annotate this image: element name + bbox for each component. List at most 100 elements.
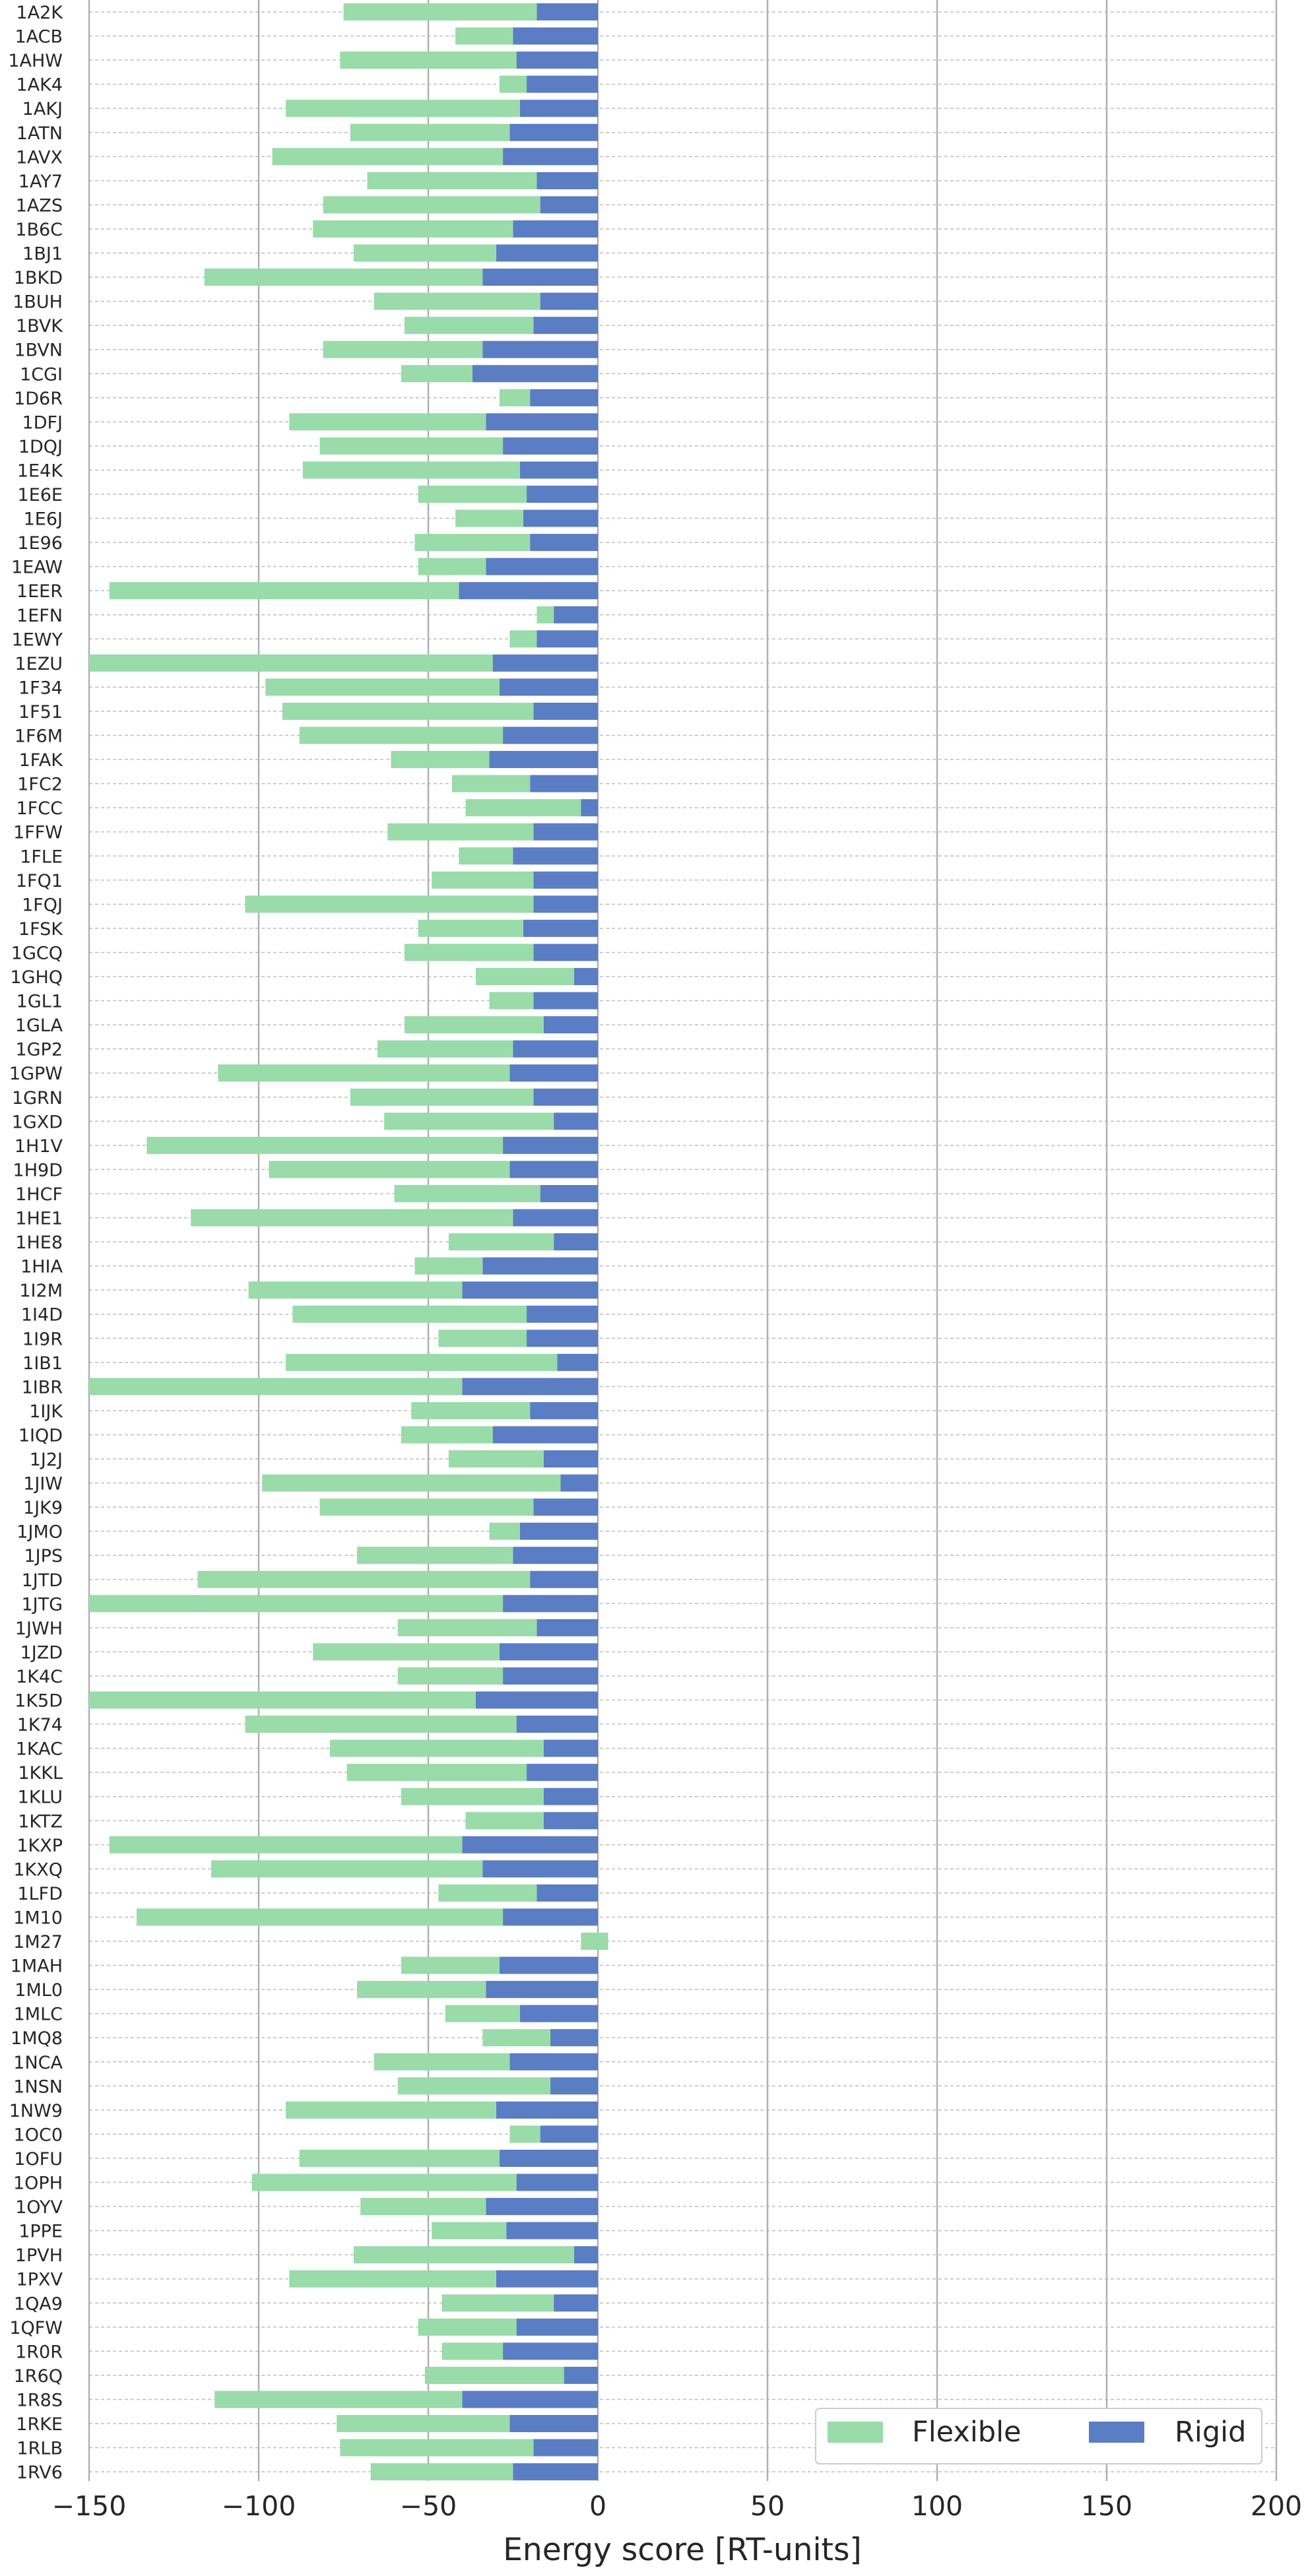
bar-rigid [462,1281,598,1299]
bar-flexible [302,461,520,479]
bar-flexible [136,1908,504,1926]
bar-flexible [455,27,513,45]
bar-flexible [350,1088,534,1106]
bar-flexible [387,823,534,841]
bar-rigid [533,944,598,961]
category-label: 1A2K [16,3,63,23]
category-label: 1EZU [15,654,63,674]
bar-rigid [533,702,598,720]
bar-rigid [527,486,598,503]
category-labels: 1A2K 1ACB 1AHW 1AK4 1AKJ 1ATN 1AVX 1AY7 1AZS 1B6C… [8,3,63,2483]
bar-flexible [394,1184,540,1202]
category-label: 1OFU [14,2149,63,2170]
bar-flexible [418,558,486,575]
bar-flexible [499,75,527,93]
bar-flexible [445,2005,520,2022]
bar-flexible [109,1836,463,1853]
category-label: 1IJK [29,1401,63,1422]
bar-rigid [554,1112,598,1130]
bar-flexible [289,2270,496,2288]
bar-flexible [313,1643,500,1661]
category-label: 1HE8 [15,1233,63,1253]
bar-rigid [533,317,598,335]
category-label: 1MLC [14,2005,63,2025]
bar-rigid [499,1956,598,1974]
bar-rigid [533,823,598,841]
bar-rigid [499,2149,598,2167]
bar-flexible [384,1112,554,1130]
bar-rigid [509,123,598,141]
category-label: 1RV6 [16,2463,63,2483]
category-label: 1B6C [15,220,63,240]
bar-rigid [492,1426,598,1444]
category-label: 1KAC [16,1739,63,1760]
category-label: 1HIA [20,1257,63,1277]
category-label: 1F34 [18,678,63,698]
bar-flexible [214,2391,463,2408]
category-label: 1DQJ [18,437,63,457]
category-label: 1JZD [20,1642,63,1663]
bar-rigid [530,534,598,552]
category-label: 1I9R [22,1329,63,1349]
bar-rigid [581,799,598,817]
category-label: 1FQJ [22,895,63,915]
category-label: 1ATN [16,123,63,144]
bar-flexible [374,2053,510,2071]
bar-rigid [543,1812,598,1830]
category-label: 1GHQ [10,967,63,988]
legend-label-rigid: Rigid [1175,2416,1246,2449]
bar-flexible [377,1040,513,1058]
category-label: 1K4C [16,1667,63,1687]
bar-rigid [462,1836,598,1853]
category-label: 1FC2 [17,775,63,795]
category-label: 1ML0 [15,1980,63,2001]
category-label: 1OYV [15,2197,63,2218]
bar-rigid [554,1233,598,1251]
category-label: 1MAH [11,1956,63,1977]
bar-rigid [503,148,598,166]
bar-rigid [554,606,598,624]
category-label: 1FCC [16,798,63,819]
bar-rigid [482,269,598,286]
bar-flexible [397,1619,537,1636]
category-label: 1JK9 [23,1498,63,1518]
bar-flexible [248,1281,463,1299]
bar-flexible [401,365,473,383]
bar-rigid [574,2246,598,2264]
bar-flexible [418,2318,517,2336]
bar-rigid [503,1595,598,1613]
category-label: 1GRN [12,1088,63,1109]
bar-rigid [492,654,598,672]
category-label: 1OC0 [14,2125,63,2145]
bar-rigid [527,1330,598,1347]
bar-rigid [533,992,598,1010]
bar-rigid [537,1884,598,1902]
bar-rigid [564,2366,598,2384]
category-label: 1FSK [18,919,63,940]
bar-flexible [391,751,490,769]
bar-flexible [367,172,537,189]
category-label: 1IB1 [22,1353,63,1374]
x-tick-label: −50 [400,2490,457,2522]
bar-rigid [482,1860,598,1878]
bar-rigid [533,2439,598,2457]
bar-flexible [397,1667,504,1685]
bar-flexible [89,1691,476,1709]
bar-flexible [441,2342,504,2360]
bar-rigid [533,1498,598,1516]
category-label: 1DFJ [22,412,63,433]
category-label: 1HCF [15,1184,63,1205]
bar-flexible [245,1716,517,1733]
category-label: 1KXQ [13,1859,63,1880]
bar-flexible [299,2149,500,2167]
bar-rigid [499,678,598,696]
bar-flexible [340,51,517,69]
bar-flexible [441,2294,554,2312]
bar-flexible [319,1498,534,1516]
category-label: 1D6R [14,389,63,409]
bar-rigid [516,2318,598,2336]
category-label: 1E4K [17,461,63,481]
bar-flexible [204,269,483,286]
bar-rigid [519,461,598,479]
category-label: 1I4D [21,1305,63,1326]
